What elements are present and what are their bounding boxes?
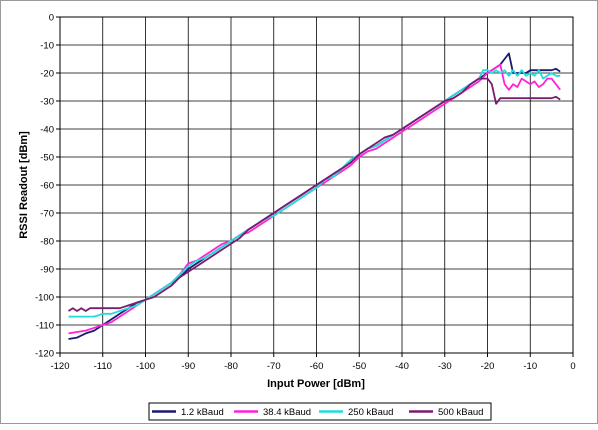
x-tick-label: -70 <box>267 361 281 372</box>
x-tick-label: -110 <box>94 361 112 372</box>
y-tick-label: -70 <box>40 209 54 220</box>
x-tick-label: -20 <box>481 361 495 372</box>
x-tick-label: -80 <box>224 361 238 372</box>
y-tick-label: -60 <box>40 181 54 192</box>
y-tick-label: -90 <box>40 265 54 276</box>
series-lines <box>68 52 561 340</box>
y-tick-label: -40 <box>40 125 54 136</box>
legend-label-1-2-kbaud: 1.2 kBaud <box>181 407 224 418</box>
series-line-500-kbaud <box>68 77 561 312</box>
y-tick-label: -80 <box>40 237 54 248</box>
legend-label-38-4-kbaud: 38.4 kBaud <box>263 407 311 418</box>
y-tick-label: -10 <box>40 41 54 52</box>
legend: 1.2 kBaud 38.4 kBaud 250 kBaud 500 kBaud <box>148 402 492 421</box>
x-tick-label: -30 <box>438 361 452 372</box>
y-tick-label: -30 <box>40 97 54 108</box>
x-axis-title: Input Power [dBm] <box>267 378 365 390</box>
y-axis-title: RSSI Readout [dBm] <box>18 131 30 239</box>
x-tick-label: -50 <box>352 361 366 372</box>
x-axis-tick-labels: -120 -110 -100 -90 -80 -70 -60 -50 -40 -30 -20 -10 0 <box>50 353 576 372</box>
x-tick-label: -10 <box>523 361 537 372</box>
x-tick-label: -90 <box>181 361 195 372</box>
y-tick-label: -50 <box>40 153 54 164</box>
y-axis-tick-labels: 0 -10 -20 -30 -40 -50 -60 -70 -80 -90 -100 -110 -120 <box>35 13 60 360</box>
legend-label-500-kbaud: 500 kBaud <box>438 407 483 418</box>
x-tick-label: -100 <box>136 361 155 372</box>
x-tick-label: -60 <box>310 361 324 372</box>
x-tick-label: 0 <box>570 361 575 372</box>
x-tick-label: -40 <box>395 361 409 372</box>
legend-label-250-kbaud: 250 kBaud <box>348 407 393 418</box>
y-tick-label: -20 <box>40 69 54 80</box>
x-tick-label: -120 <box>50 361 69 372</box>
y-tick-label: 0 <box>49 13 54 24</box>
y-tick-label: -120 <box>35 349 54 360</box>
y-tick-label: -100 <box>35 293 54 304</box>
series-line-250-kbaud <box>68 69 561 318</box>
y-tick-label: -110 <box>36 321 54 332</box>
